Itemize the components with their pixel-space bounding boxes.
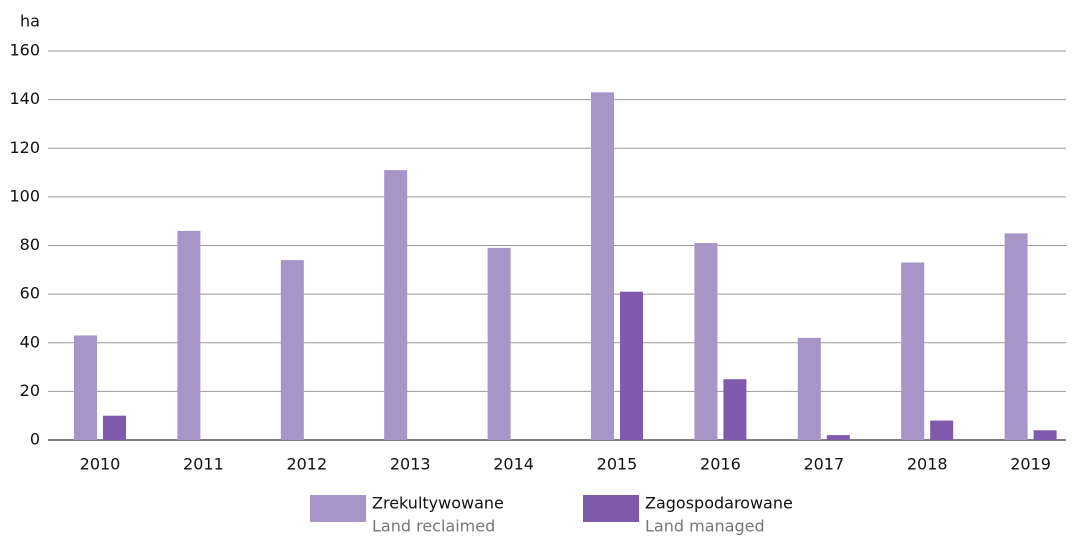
bar: [280, 260, 304, 440]
x-tick-label: 2011: [183, 455, 224, 474]
legend-swatch: [310, 495, 366, 522]
legend-sublabel: Land managed: [645, 517, 765, 536]
bar: [1033, 430, 1057, 440]
bar: [591, 92, 614, 441]
y-tick-label: 160: [9, 41, 40, 60]
bar: [797, 337, 821, 440]
legend-label: Zrekultywowane: [372, 494, 504, 513]
bar: [177, 230, 201, 440]
y-tick-label: 0: [30, 430, 40, 449]
bar: [74, 335, 97, 440]
bar: [487, 247, 511, 440]
x-tick-label: 2014: [493, 455, 534, 474]
y-tick-label: 120: [9, 138, 40, 157]
x-tick-label: 2019: [1010, 455, 1051, 474]
bar: [1004, 233, 1028, 440]
y-axis-label: ha: [20, 12, 40, 31]
bar: [723, 379, 747, 440]
y-tick-label: 60: [20, 284, 40, 303]
bar: [694, 243, 718, 440]
bar: [826, 435, 850, 440]
x-tick-label: 2015: [597, 455, 638, 474]
y-tick-label: 20: [20, 381, 40, 400]
x-tick-label: 2017: [803, 455, 844, 474]
bar: [384, 170, 408, 440]
y-tick-label: 100: [9, 186, 40, 205]
x-tick-label: 2018: [907, 455, 948, 474]
x-tick-label: 2010: [80, 455, 121, 474]
x-tick-label: 2016: [700, 455, 741, 474]
bar: [930, 420, 954, 440]
bar: [620, 291, 643, 440]
legend-sublabel: Land reclaimed: [372, 517, 495, 536]
y-tick-label: 80: [20, 235, 40, 254]
y-tick-label: 40: [20, 332, 40, 351]
legend-swatch: [583, 495, 639, 522]
y-tick-label: 140: [9, 89, 40, 108]
bar: [103, 415, 126, 440]
x-tick-label: 2012: [286, 455, 327, 474]
legend-label: Zagospodarowane: [645, 494, 793, 513]
bar: [901, 262, 925, 440]
x-tick-label: 2013: [390, 455, 431, 474]
